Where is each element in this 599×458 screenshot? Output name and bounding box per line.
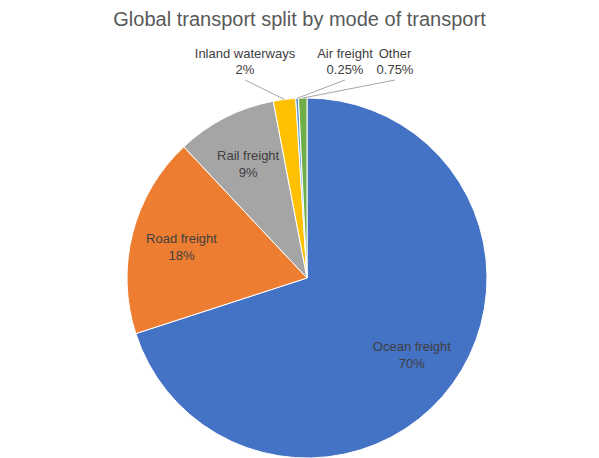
svg-text:2%: 2% [236,62,255,77]
svg-text:Inland waterways: Inland waterways [195,46,296,61]
svg-text:Ocean freight: Ocean freight [373,339,451,354]
svg-text:70%: 70% [399,356,425,371]
svg-text:Rail freight: Rail freight [217,148,280,163]
svg-text:18%: 18% [168,248,194,263]
svg-text:Road freight: Road freight [146,231,217,246]
html-text:Global transport split by mode: Global transport split by mode of transp… [113,8,486,30]
svg-text:0.25%: 0.25% [327,62,364,77]
svg-text:9%: 9% [239,165,258,180]
svg-text:0.75%: 0.75% [377,62,414,77]
svg-text:Air freight: Air freight [317,46,373,61]
svg-text:Other: Other [379,46,412,61]
